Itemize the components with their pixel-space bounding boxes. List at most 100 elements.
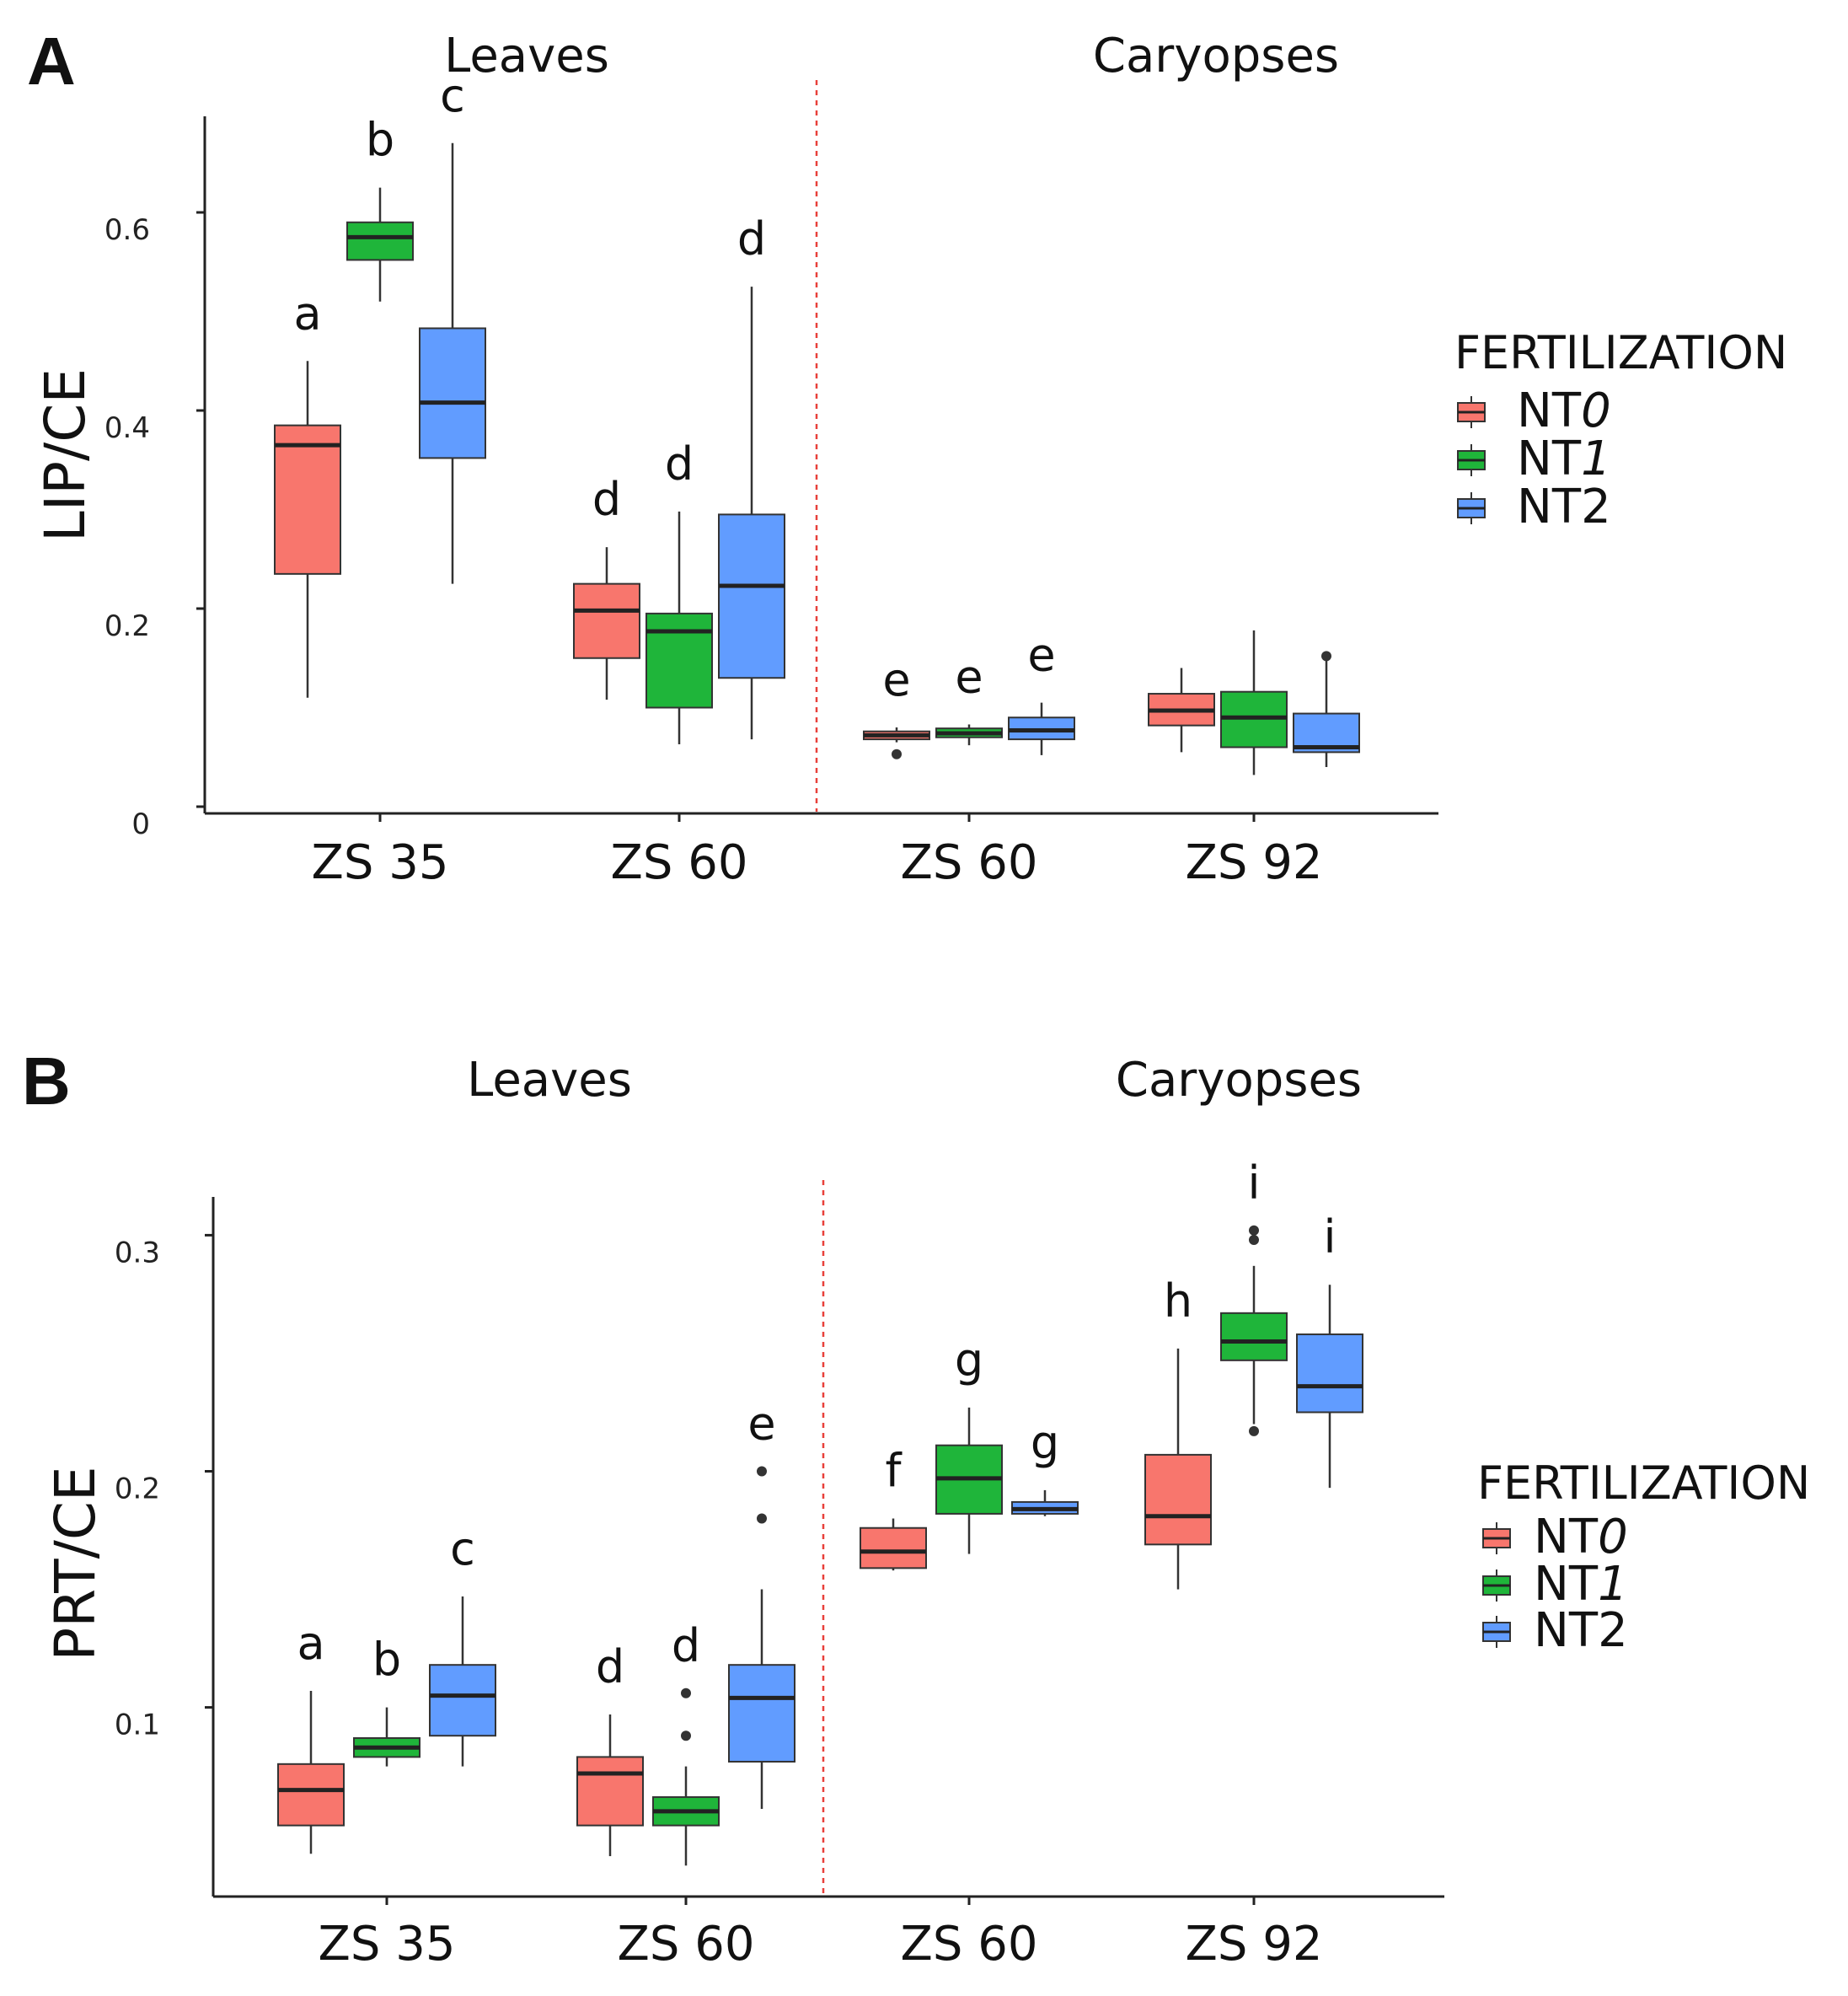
panel-A: A Leaves Caryopses LIP/CE 0 0.2 0.4 0.6 ZS 35 ZS … (27, 24, 1787, 890)
y-tick-label: 0.6 (104, 213, 150, 247)
box-body (1296, 1333, 1363, 1414)
box-body (429, 1664, 496, 1737)
box-nt0: a (274, 287, 341, 698)
box-nt1: e (935, 650, 1003, 746)
significance-letter: a (293, 287, 321, 340)
outlier-point (757, 1466, 767, 1477)
significance-letter: d (672, 1619, 700, 1672)
x-tick-label: ZS 92 (1186, 835, 1323, 890)
significance-letter: d (596, 1640, 624, 1693)
legend-label-prefix: NT (1517, 432, 1582, 486)
box-body (274, 424, 341, 575)
panel-letter: B (22, 1044, 71, 1119)
outlier-point (1249, 1425, 1259, 1436)
box-body (576, 1756, 644, 1827)
y-axis-label: PRT/CE (43, 1466, 108, 1661)
box-nt1: g (935, 1333, 1003, 1554)
outlier-point (1249, 1225, 1259, 1236)
group-title-leaves: Leaves (467, 1053, 632, 1108)
box-nt0: d (576, 1640, 644, 1857)
significance-letter: g (1031, 1416, 1059, 1469)
significance-letter: d (592, 473, 621, 526)
legend-label-prefix: NT2 (1534, 1603, 1628, 1658)
outlier-point (1321, 651, 1331, 662)
significance-letter: e (955, 650, 983, 703)
legend-label-prefix: NT (1517, 384, 1582, 438)
box-nt1: d (652, 1619, 720, 1866)
box-nt2: i (1296, 1210, 1363, 1489)
box-nt2: d (718, 212, 785, 740)
box-nt1: b (353, 1634, 420, 1767)
significance-letter: g (955, 1333, 983, 1387)
significance-letter: d (665, 437, 694, 491)
outlier-point (757, 1513, 767, 1524)
box-body (728, 1664, 795, 1763)
legend-label-suffix: 0 (1598, 1510, 1628, 1564)
legend-label-prefix: NT (1534, 1557, 1599, 1612)
significance-letter: h (1164, 1274, 1192, 1328)
y-tick-label: 0.2 (104, 609, 150, 643)
group-title-caryopses: Caryopses (1116, 1053, 1362, 1108)
legend-label-nt2: NT2 (1534, 1603, 1628, 1658)
significance-letter: e (747, 1398, 775, 1451)
significance-letter: i (1323, 1210, 1336, 1264)
panel-letter: A (27, 24, 76, 99)
box-nt1: b (346, 114, 414, 302)
box-body (645, 612, 713, 709)
box-nt2: c (419, 69, 486, 584)
box-nt2: e (1008, 629, 1075, 755)
box-nt1 (1220, 630, 1288, 775)
y-tick-label: 0.2 (115, 1473, 160, 1506)
outlier-point (681, 1730, 691, 1741)
box-nt2: g (1011, 1416, 1079, 1516)
legend-label-nt1: NT1 (1534, 1557, 1628, 1612)
y-tick-label: 0.1 (115, 1709, 160, 1742)
box-nt0: e (863, 653, 930, 759)
significance-letter: c (450, 1522, 475, 1575)
box-nt0 (1148, 668, 1215, 753)
significance-letter: c (440, 69, 465, 122)
legend-label-nt2: NT2 (1517, 480, 1611, 534)
legend-label-suffix: 0 (1581, 384, 1611, 438)
x-tick-label: ZS 60 (901, 835, 1038, 890)
significance-letter: e (1027, 629, 1055, 682)
box-nt0: h (1144, 1274, 1212, 1590)
y-axis-label: LIP/CE (33, 368, 98, 542)
box-nt1: d (645, 437, 713, 744)
legend-label-suffix: 1 (1598, 1557, 1628, 1612)
y-tick-label: 0 (131, 808, 150, 841)
legend-label-prefix: NT2 (1517, 480, 1611, 534)
significance-letter: b (366, 114, 394, 167)
group-title-caryopses: Caryopses (1093, 29, 1339, 83)
legend-title: FERTILIZATION (1477, 1457, 1810, 1510)
box-body (1144, 1453, 1212, 1546)
significance-letter: b (372, 1634, 401, 1687)
x-tick-label: ZS 35 (312, 835, 449, 890)
box-nt2: e (728, 1398, 795, 1810)
group-title-leaves: Leaves (444, 29, 609, 83)
box-body (860, 1527, 927, 1569)
box-nt2: c (429, 1522, 496, 1767)
outlier-point (681, 1687, 691, 1698)
box-body (718, 513, 785, 679)
legend-label-suffix: 1 (1581, 432, 1611, 486)
x-tick-label: ZS 60 (611, 835, 748, 890)
legend-label-nt1: NT1 (1517, 432, 1611, 486)
box-nt1: i (1220, 1156, 1288, 1436)
x-tick-label: ZS 60 (618, 1917, 755, 1972)
significance-letter: i (1247, 1156, 1260, 1210)
significance-letter: d (737, 212, 766, 266)
y-tick-label: 0.3 (115, 1236, 160, 1269)
legend-label-nt0: NT0 (1534, 1510, 1628, 1564)
significance-letter: f (885, 1445, 903, 1498)
box-body (419, 327, 486, 459)
box-nt2 (1293, 651, 1360, 767)
y-tick-label: 0.4 (104, 411, 150, 445)
box-body (1220, 1312, 1288, 1361)
box-nt0: d (573, 473, 640, 700)
x-tick-label: ZS 35 (319, 1917, 456, 1972)
box-body (573, 582, 640, 659)
legend-title: FERTILIZATION (1454, 326, 1787, 379)
